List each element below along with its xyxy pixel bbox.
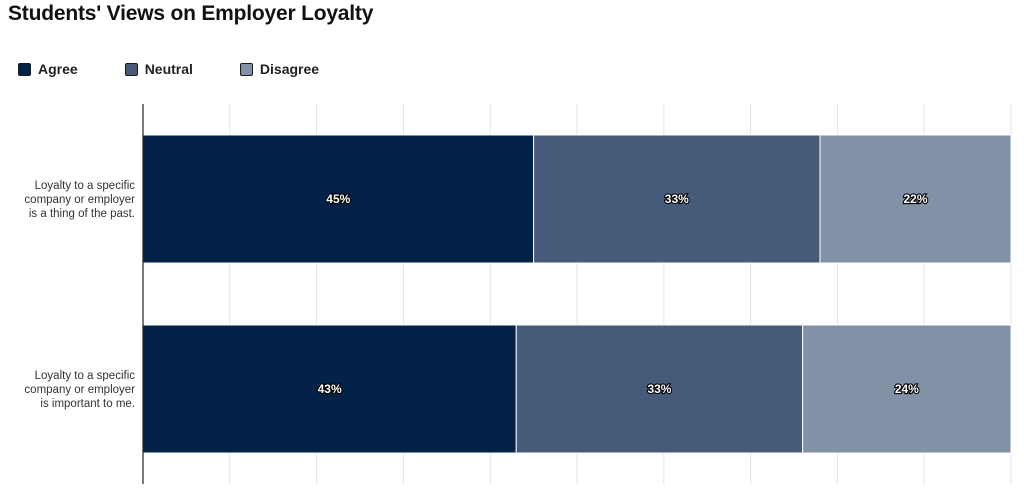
category-label-1-line-0: Loyalty to a specific	[35, 370, 136, 382]
bar-labels: 45% 33% 22% 43% 33% 24%	[317, 191, 929, 397]
bar-label-neutral-1: 33%	[647, 382, 671, 396]
category-label-1-line-1: company or employer	[24, 384, 135, 396]
legend-label-neutral: Neutral	[144, 61, 193, 77]
bar-disagree-1[interactable]	[802, 324, 1012, 454]
bar-label-disagree-1: 24%	[895, 382, 919, 396]
category-label-0-line-0: Loyalty to a specific	[35, 180, 136, 192]
legend: Agree Neutral Disagree	[18, 61, 366, 77]
legend-item-disagree[interactable]: Disagree	[239, 61, 320, 77]
legend-swatch-neutral	[124, 62, 138, 76]
legend-item-neutral[interactable]: Neutral	[124, 61, 193, 77]
bars	[142, 134, 1012, 454]
chart-title: Students' Views on Employer Loyalty	[8, 2, 374, 25]
bar-label-agree-0: 45%	[326, 192, 350, 206]
legend-label-agree: Agree	[38, 61, 78, 77]
category-label-1-line-2: is important to me.	[40, 398, 135, 410]
bar-label-disagree-0: 22%	[904, 192, 928, 206]
legend-swatch-agree	[18, 62, 31, 76]
bar-label-agree-1: 43%	[318, 382, 342, 396]
legend-item-agree[interactable]: Agree	[18, 61, 78, 77]
legend-label-disagree: Disagree	[259, 61, 320, 77]
category-label-0-line-2: is a thing of the past.	[29, 208, 135, 220]
legend-swatch-disagree	[239, 62, 253, 76]
bar-disagree-0[interactable]	[819, 134, 1012, 264]
category-labels: Loyalty to a specific company or employer…	[24, 180, 135, 410]
bar-agree-1[interactable]	[142, 324, 517, 454]
category-label-0-line-1: company or employer	[24, 194, 135, 206]
bar-neutral-1[interactable]	[515, 324, 804, 454]
bar-label-neutral-0: 33%	[665, 192, 689, 206]
bar-neutral-0[interactable]	[533, 134, 821, 264]
